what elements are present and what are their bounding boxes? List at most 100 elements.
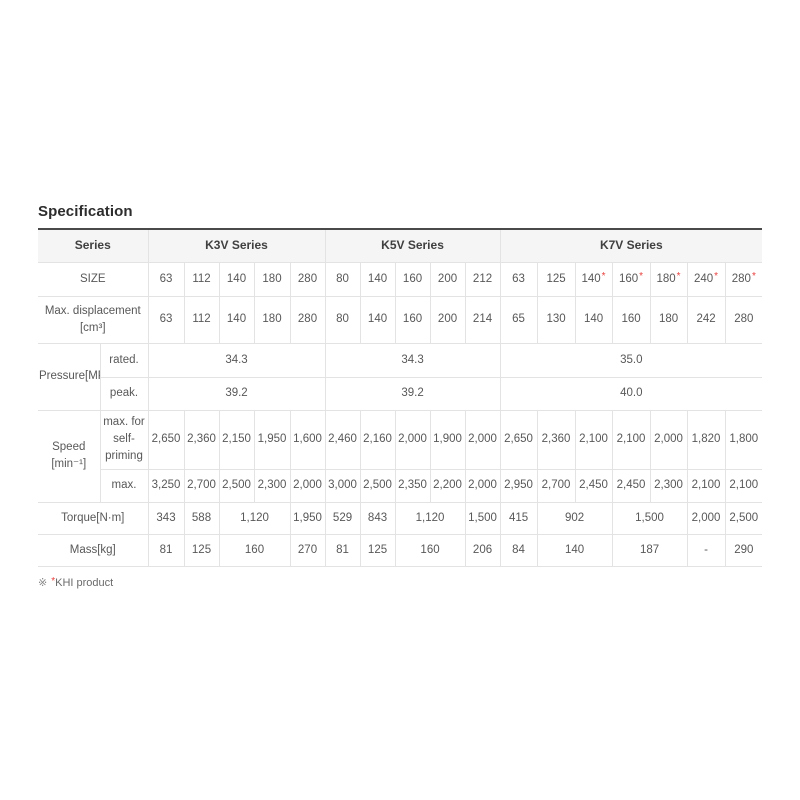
- value-cell: 1,600: [289, 409, 326, 470]
- value-cell: 280: [289, 261, 326, 297]
- value-cell: 81: [324, 533, 361, 567]
- value-cell: 2,100: [611, 409, 651, 470]
- value-cell: 125: [359, 533, 396, 567]
- table-header: Series K3V Series K5V Series K7V Series: [38, 228, 763, 263]
- value-cell: 2,160: [359, 409, 396, 470]
- header-row: Series K3V Series K5V Series K7V Series: [38, 228, 763, 263]
- row-size: SIZE 63 112 140 180 280 80 140 160 200 212 63 125 140…: [38, 261, 763, 297]
- value-cell: 2,100: [686, 468, 726, 503]
- value-cell: 39.2: [324, 376, 501, 411]
- khi-product-asterisk: *: [714, 270, 719, 282]
- value-cell: 206: [464, 533, 501, 567]
- value-cell: 2,360: [536, 409, 576, 470]
- value-cell: 112: [183, 261, 220, 297]
- value-cell: 2,500: [218, 468, 255, 503]
- khi-product-asterisk: *: [601, 270, 606, 282]
- reference-mark: ※: [38, 576, 48, 589]
- sub-label: max.: [100, 468, 149, 503]
- value-cell: 160: [394, 533, 466, 567]
- value-cell: 65: [499, 295, 538, 344]
- value-cell: 63: [147, 261, 185, 297]
- value-cell: 160: [218, 533, 291, 567]
- value-cell: 242: [686, 295, 726, 344]
- value-cell: 2,100: [574, 409, 613, 470]
- value-cell: 200: [429, 295, 466, 344]
- specification-table: Series K3V Series K5V Series K7V Series SIZ…: [38, 228, 763, 567]
- row-label: Mass[kg]: [38, 533, 149, 567]
- value-cell: 187: [611, 533, 688, 567]
- specification-page: Specification Series K3V Series K5V Series…: [38, 203, 763, 589]
- value-cell: -: [686, 533, 726, 567]
- value-cell: 1,950: [253, 409, 291, 470]
- value-cell: 140: [218, 295, 255, 344]
- value-cell: 280*: [724, 261, 763, 297]
- value-cell: 270: [289, 533, 326, 567]
- value-cell: 180: [649, 295, 688, 344]
- value-cell: 130: [536, 295, 576, 344]
- row-label: Max. displacement [cm³]: [38, 295, 149, 344]
- value-cell: 81: [147, 533, 185, 567]
- value-cell: 160*: [611, 261, 651, 297]
- row-max-displacement: Max. displacement [cm³] 63 112 140 180 280 80 14…: [38, 295, 763, 344]
- value-cell: 2,300: [253, 468, 291, 503]
- sub-label: rated.: [99, 342, 149, 378]
- value-cell: 63: [499, 261, 538, 297]
- value-cell: 240*: [686, 261, 726, 297]
- value-cell: 2,650: [499, 409, 538, 470]
- row-pressure-peak: peak. 39.2 39.2 40.0: [38, 376, 763, 411]
- row-label: Torque[N·m]: [38, 501, 149, 535]
- page-title: Specification: [38, 203, 133, 220]
- value-cell: 3,000: [324, 468, 361, 503]
- row-speed-max: max. 3,250 2,700 2,500 2,300 2,000 3,000 2,500 2…: [38, 468, 763, 503]
- value-cell: 2,350: [394, 468, 431, 503]
- table-body: SIZE 63 112 140 180 280 80 140 160 200 212 63 125 140…: [38, 261, 763, 567]
- value-cell: 125: [183, 533, 220, 567]
- footnote: ※ *KHI product: [38, 576, 762, 589]
- value-cell: 3,250: [147, 468, 185, 503]
- value-cell: 112: [183, 295, 220, 344]
- value-cell: 80: [324, 295, 361, 344]
- value-cell: 2,100: [724, 468, 763, 503]
- value-cell: 1,800: [724, 409, 763, 470]
- value-cell: 2,950: [499, 468, 538, 503]
- value-cell: 2,000: [649, 409, 688, 470]
- khi-product-asterisk: *: [639, 270, 644, 282]
- header-group-k7v: K7V Series: [499, 228, 763, 263]
- value-cell: 2,360: [183, 409, 220, 470]
- value-cell: 2,500: [724, 501, 763, 535]
- value-cell: 40.0: [499, 376, 763, 411]
- value-cell: 902: [536, 501, 613, 535]
- value-cell: 2,450: [611, 468, 651, 503]
- row-torque: Torque[N·m] 343 588 1,120 1,950 529 843 1,120 1,…: [38, 501, 763, 535]
- value-cell: 415: [499, 501, 538, 535]
- row-speed-max-self-priming: Speed [min⁻¹] max. for self-priming 2,650 2,3…: [38, 409, 763, 503]
- footnote-asterisk: *: [51, 575, 56, 587]
- value-cell: 2,450: [574, 468, 613, 503]
- value-cell: 80: [324, 261, 361, 297]
- row-label: SIZE: [38, 261, 149, 297]
- value-cell: 160: [394, 261, 431, 297]
- header-group-k5v: K5V Series: [324, 228, 501, 263]
- value-cell: 2,460: [324, 409, 361, 470]
- value-cell: 2,000: [394, 409, 431, 470]
- value-cell: 180: [253, 295, 291, 344]
- sub-label: max. for self-priming: [99, 409, 149, 470]
- value-cell: 1,120: [218, 501, 291, 535]
- value-cell: 529: [324, 501, 361, 535]
- header-series: Series: [38, 228, 149, 263]
- value-cell: 140: [359, 295, 396, 344]
- value-cell: 125: [536, 261, 576, 297]
- value-cell: 39.2: [147, 376, 326, 411]
- value-cell: 1,900: [429, 409, 466, 470]
- value-cell: 290: [724, 533, 763, 567]
- row-mass: Mass[kg] 81 125 160 270 81 125 160 206 84 140 187-2…: [38, 533, 763, 567]
- value-cell: 34.3: [147, 342, 326, 378]
- footnote-text: KHI product: [55, 576, 114, 589]
- value-cell: 2,300: [649, 468, 688, 503]
- value-cell: 63: [147, 295, 185, 344]
- value-cell: 140: [218, 261, 255, 297]
- value-cell: 2,150: [218, 409, 255, 470]
- value-cell: 1,500: [464, 501, 501, 535]
- value-cell: 280: [724, 295, 763, 344]
- value-cell: 214: [464, 295, 501, 344]
